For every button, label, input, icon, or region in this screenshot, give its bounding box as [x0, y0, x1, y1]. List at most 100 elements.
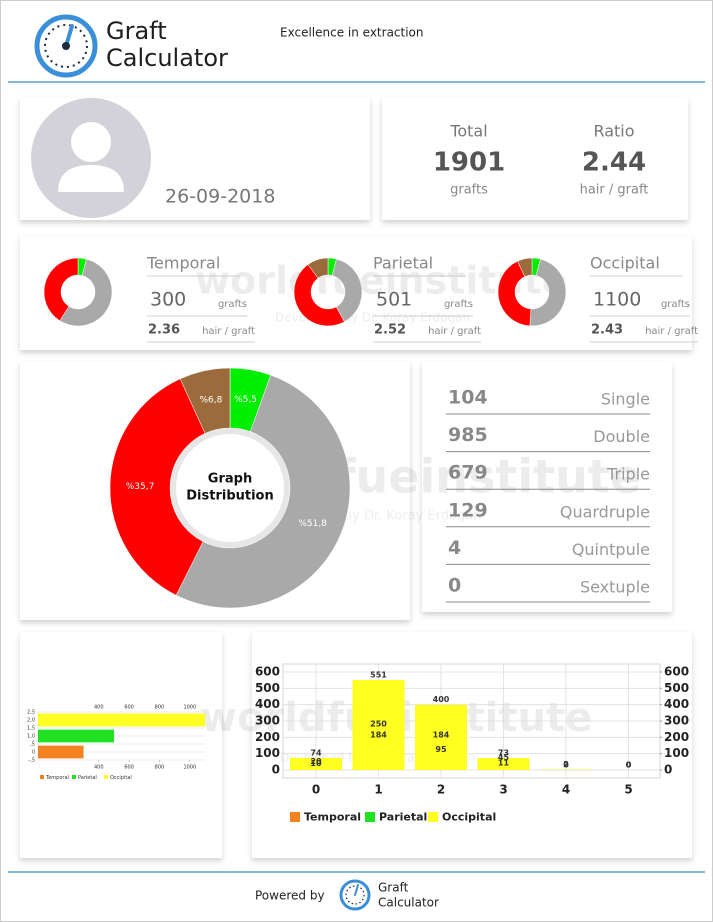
footer-title: Graft — [378, 881, 409, 895]
region-grafts-unit: grafts — [444, 299, 473, 310]
y-tick-label: 400 — [255, 697, 280, 711]
region-grafts-unit: grafts — [661, 299, 690, 310]
region-grafts: 1100 — [593, 289, 641, 311]
value-label: 73 — [498, 749, 509, 758]
donut-segment — [43, 257, 79, 322]
donut-label: %51,8 — [298, 519, 327, 529]
bar — [38, 729, 115, 743]
y2-tick-label: 200 — [664, 730, 689, 744]
value-label: 11 — [498, 759, 510, 768]
region-name: Occipital — [590, 254, 660, 273]
x-tick-label: 1000 — [183, 705, 196, 711]
x-tick-label: 800 — [155, 765, 165, 771]
x-tick-label: 400 — [94, 765, 104, 771]
bar — [38, 745, 84, 759]
avatar — [31, 98, 151, 218]
y-tick-label: 2,0 — [27, 718, 35, 724]
region-grafts: 501 — [376, 289, 412, 311]
value-label: 20 — [310, 757, 322, 766]
type-count: 129 — [448, 499, 488, 521]
value-label: 250 — [370, 720, 387, 729]
region-ratio: 2.43 — [591, 323, 623, 338]
types-card — [422, 362, 672, 612]
y-tick-label: 200 — [255, 730, 280, 744]
app-title: Calculator — [106, 44, 228, 72]
legend-label: Occipital — [442, 811, 496, 824]
summary-unit: grafts — [450, 183, 488, 198]
y-tick-label: 1,0 — [27, 734, 35, 740]
legend-swatch — [428, 812, 438, 822]
x-tick-label: 400 — [94, 705, 104, 711]
value-label: 45 — [498, 753, 510, 762]
donut-label: %6,8 — [199, 396, 222, 406]
value-label: 10 — [310, 759, 322, 768]
donut-label: %35,7 — [126, 482, 155, 492]
y-tick-label: 100 — [255, 746, 280, 760]
type-count: 4 — [448, 537, 461, 559]
bar — [415, 704, 467, 770]
type-name: Quintpule — [572, 540, 650, 559]
legend-swatch — [72, 775, 76, 779]
donut-segment — [307, 257, 329, 279]
y-tick-label: 1,5 — [27, 726, 35, 732]
app-title: Graft — [106, 17, 167, 45]
donut-title: Distribution — [186, 489, 273, 504]
x-tick-label: 600 — [124, 705, 134, 711]
y-tick-label: 300 — [255, 714, 280, 728]
bar — [352, 680, 405, 770]
tagline: Excellence in extraction — [280, 26, 424, 40]
region-ratio: 2.36 — [148, 323, 180, 338]
donut-segment — [293, 264, 345, 327]
legend-label: Parietal — [379, 811, 427, 824]
footer-title: Calculator — [378, 896, 439, 910]
donut-segment — [497, 260, 532, 327]
x-tick-label: 5 — [624, 783, 632, 797]
legend-swatch — [40, 775, 44, 779]
region-name: Parietal — [373, 254, 433, 273]
x-tick-label: 800 — [155, 705, 165, 711]
value-label: 184 — [433, 730, 450, 739]
region-ratio-unit: hair / graft — [428, 326, 481, 337]
x-tick-label: 1000 — [183, 765, 196, 771]
donut-segment — [517, 257, 533, 277]
legend-label: Temporal — [304, 811, 361, 824]
y-tick-label: 0 — [32, 750, 35, 756]
donut-segment — [59, 258, 113, 327]
hbar-card — [20, 632, 222, 858]
value-label: 2 — [563, 760, 569, 769]
type-count: 679 — [448, 462, 488, 484]
y-tick-label: 0 — [272, 763, 280, 777]
x-tick-label: 3 — [499, 783, 507, 797]
region-grafts: 300 — [150, 289, 186, 311]
region-grafts-unit: grafts — [218, 299, 247, 310]
summary-card — [382, 98, 688, 220]
value-label: 0 — [626, 761, 632, 770]
y2-tick-label: 500 — [664, 681, 689, 695]
donut-title: Graph — [208, 472, 252, 487]
value-label: 74 — [310, 748, 322, 757]
y-tick-label: 2,5 — [27, 710, 35, 716]
region-ratio-unit: hair / graft — [645, 326, 698, 337]
powered-by: Powered by — [255, 889, 325, 903]
value-label: 2 — [563, 760, 569, 769]
bar-card — [252, 632, 692, 858]
y-tick-label: ,5 — [30, 742, 35, 748]
footer-logo-icon — [339, 879, 371, 911]
y-tick-label: -,5 — [28, 758, 35, 764]
legend-label: Occipital — [110, 775, 132, 781]
type-name: Quardruple — [560, 502, 650, 521]
bar — [38, 713, 205, 727]
type-name: Sextuple — [580, 578, 650, 597]
y-tick-label: 500 — [255, 681, 280, 695]
legend-swatch — [365, 812, 375, 822]
legend-swatch — [104, 775, 108, 779]
summary-unit: hair / graft — [580, 183, 649, 198]
summary-label: Ratio — [593, 122, 634, 141]
legend-label: Parietal — [78, 775, 97, 781]
value-label: 0 — [563, 761, 569, 770]
legend-label: Temporal — [45, 775, 69, 781]
summary-label: Total — [449, 122, 487, 141]
value-label: 95 — [435, 745, 447, 754]
x-tick-label: 2 — [437, 783, 445, 797]
